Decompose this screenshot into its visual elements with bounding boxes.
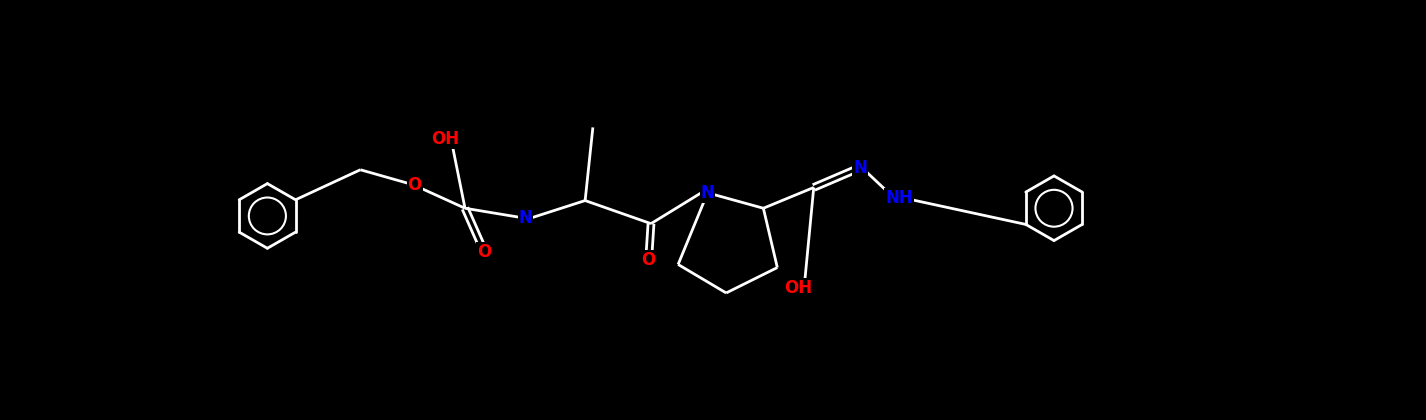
Text: N: N bbox=[519, 209, 532, 227]
Text: OH: OH bbox=[784, 278, 813, 297]
Text: O: O bbox=[642, 251, 656, 269]
Text: N: N bbox=[853, 159, 867, 177]
Text: O: O bbox=[478, 243, 492, 261]
Text: N: N bbox=[700, 184, 714, 202]
Text: NH: NH bbox=[886, 189, 913, 207]
Text: OH: OH bbox=[432, 130, 459, 148]
Text: O: O bbox=[408, 176, 422, 194]
